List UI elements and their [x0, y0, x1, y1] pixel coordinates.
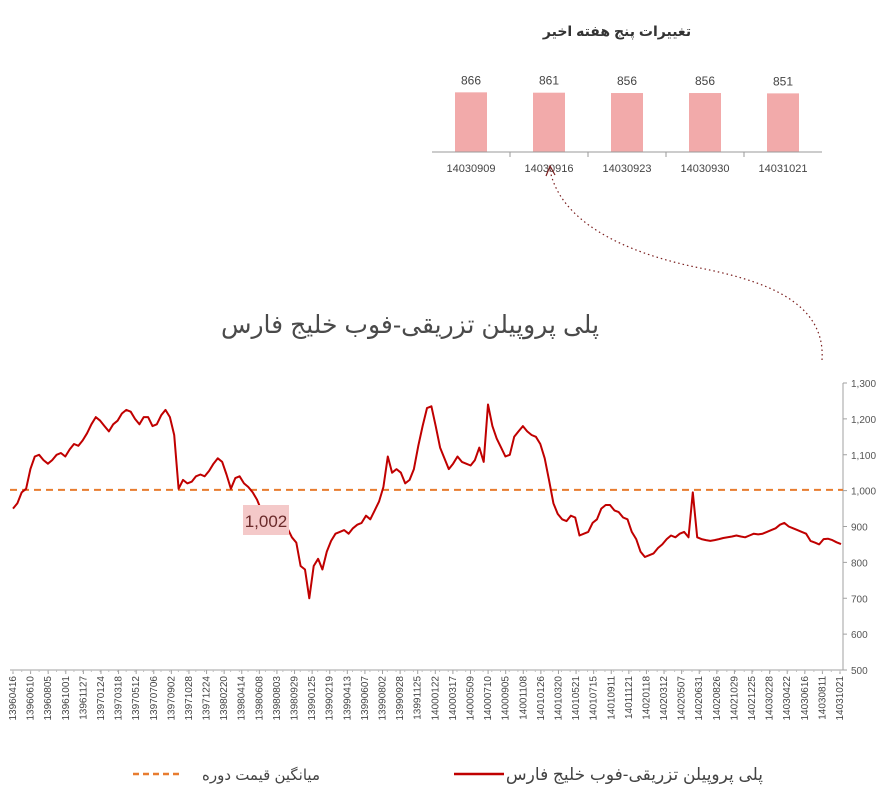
x-tick-label: 13991125 — [413, 676, 424, 720]
x-tick-label: 13990928 — [395, 676, 406, 721]
x-tick-label: 14020118 — [641, 676, 652, 720]
weekly-bar-value: 856 — [617, 74, 637, 88]
weekly-bar-chart: تغییرات پنج هفته اخیر 866 14030909 861 1403… — [432, 23, 822, 175]
connector-arrow — [549, 169, 823, 361]
weekly-bar-value: 861 — [539, 74, 559, 88]
x-tick-label: 13960416 — [8, 676, 19, 721]
x-tick-label: 14030422 — [782, 676, 793, 721]
weekly-bar — [533, 92, 565, 152]
x-tick-label: 14000317 — [448, 676, 459, 721]
average-value-label: 1,002 — [245, 512, 288, 531]
weekly-category-label: 14031021 — [759, 163, 808, 175]
weekly-category-label: 14030930 — [681, 163, 730, 175]
x-tick-label: 13961001 — [61, 676, 72, 721]
weekly-bar-value: 856 — [695, 74, 715, 88]
weekly-bar — [767, 93, 799, 152]
y-tick-label: 1,300 — [851, 379, 876, 390]
x-tick-label: 14000509 — [465, 676, 476, 721]
x-tick-label: 13961127 — [78, 676, 89, 720]
legend-series-label: پلی پروپیلن تزریقی-فوب خلیج فارس — [506, 765, 763, 785]
connector-arrowhead-icon — [545, 164, 556, 177]
x-tick-label: 13971028 — [184, 676, 195, 721]
weekly-chart-title: تغییرات پنج هفته اخیر — [542, 23, 691, 40]
x-tick-label: 13990413 — [342, 676, 353, 721]
weekly-bars: 8661403090986114030916856140309238561403… — [447, 73, 808, 175]
x-tick-label: 14030811 — [817, 676, 828, 720]
x-tick-label: 13970706 — [149, 676, 160, 721]
y-tick-label: 1,100 — [851, 451, 876, 462]
series-group — [12, 403, 842, 600]
main-line-chart: 500 600 700 800 900 1,000 1,100 1,200 1,300 1396… — [8, 379, 876, 721]
x-tick-label: 14030616 — [800, 676, 811, 721]
x-tick-label: 13960805 — [43, 676, 54, 721]
y-tick-label: 700 — [851, 594, 868, 605]
x-tick-label: 14000710 — [483, 676, 494, 721]
x-tick-label: 14010911 — [606, 676, 617, 720]
x-tick-label: 13971224 — [202, 676, 213, 721]
x-tick-label: 13990607 — [360, 676, 371, 721]
x-tick-label: 13970318 — [114, 676, 125, 721]
x-tick-label: 13990219 — [325, 676, 336, 721]
x-tick-label: 13990125 — [307, 676, 318, 721]
x-tick-label: 13980220 — [219, 676, 230, 721]
weekly-category-label: 14030923 — [603, 163, 652, 175]
x-tick-label: 13980803 — [272, 676, 283, 721]
series-line — [12, 403, 842, 600]
x-tick-label: 14010521 — [571, 676, 582, 721]
main-chart-title: پلی پروپیلن تزریقی-فوب خلیج فارس — [221, 311, 599, 340]
y-axis: 500 600 700 800 900 1,000 1,100 1,200 1,300 — [842, 379, 876, 677]
x-axis: 13960416 13960610 13960805 13961001 13961127… — [8, 669, 846, 721]
x-tick-label: 14001108 — [518, 676, 529, 720]
x-tick-label: 13970902 — [166, 676, 177, 721]
x-tick-label: 14020826 — [712, 676, 723, 721]
x-tick-label: 14020507 — [677, 676, 688, 721]
weekly-bar-value: 866 — [461, 73, 481, 87]
x-tick-label: 14000905 — [501, 676, 512, 721]
weekly-bar — [455, 92, 487, 152]
legend-average-label: میانگین قیمت دوره — [202, 766, 320, 784]
weekly-bar-value: 851 — [773, 74, 793, 88]
x-tick-label: 14000122 — [430, 676, 441, 721]
x-tick-label: 14011121 — [624, 676, 635, 719]
average-value-box — [243, 505, 289, 535]
x-tick-label: 14010320 — [553, 676, 564, 721]
x-tick-label: 13960610 — [26, 676, 37, 721]
x-tick-label: 14021225 — [747, 676, 758, 721]
y-tick-label: 500 — [851, 666, 868, 677]
x-tick-label: 13980929 — [290, 676, 301, 721]
weekly-category-label: 14030909 — [447, 163, 496, 175]
legend: پلی پروپیلن تزریقی-فوب خلیج فارس میانگین… — [133, 765, 763, 785]
x-tick-label: 14021029 — [729, 676, 740, 721]
x-tick-label: 13980608 — [254, 676, 265, 721]
x-tick-label: 14010715 — [589, 676, 600, 721]
y-tick-label: 900 — [851, 523, 868, 534]
weekly-bar — [689, 93, 721, 152]
x-tick-label: 14020631 — [694, 676, 705, 721]
y-tick-label: 1,200 — [851, 415, 876, 426]
x-tick-label: 14031021 — [835, 676, 846, 721]
x-tick-label: 13970512 — [131, 676, 142, 721]
x-tick-label: 14010126 — [536, 676, 547, 721]
x-tick-label: 13980414 — [237, 676, 248, 721]
y-tick-label: 1,000 — [851, 487, 876, 498]
y-tick-label: 800 — [851, 558, 868, 569]
x-tick-label: 13970124 — [96, 676, 107, 721]
y-tick-label: 600 — [851, 630, 868, 641]
x-tick-label: 14020312 — [659, 676, 670, 721]
weekly-bar — [611, 93, 643, 152]
x-tick-label: 14030228 — [765, 676, 776, 721]
x-tick-label: 13990802 — [378, 676, 389, 721]
